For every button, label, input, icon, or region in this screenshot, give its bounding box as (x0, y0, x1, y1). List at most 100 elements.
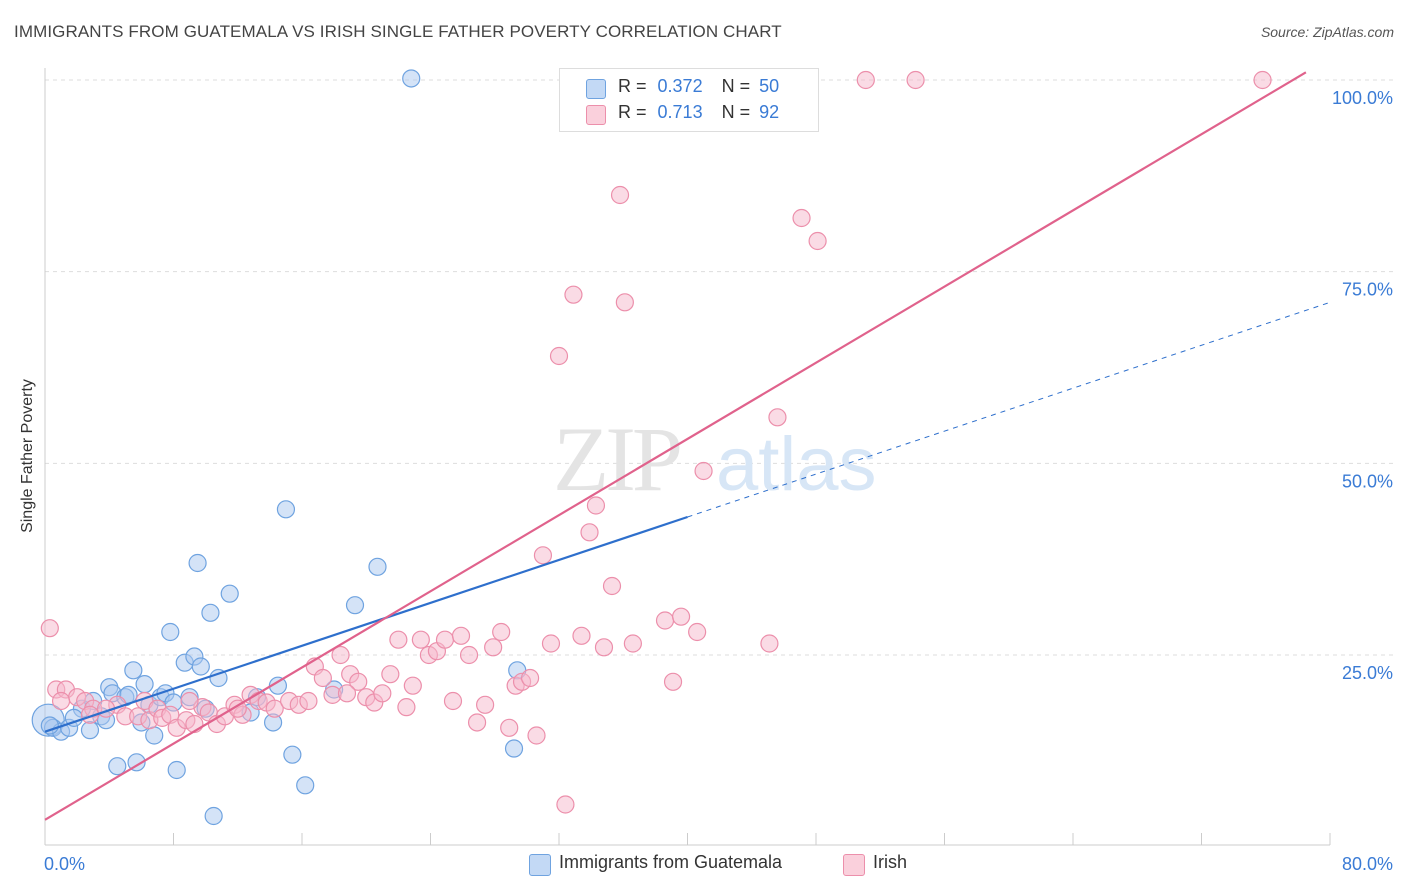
point-irish (541, 634, 561, 653)
point-irish (397, 698, 416, 717)
point-guatemala (167, 760, 186, 780)
legend-r-value: 0.713 (657, 102, 703, 122)
grid (45, 79, 1395, 656)
watermark: ZIP atlas (553, 408, 877, 510)
point-guatemala (40, 716, 59, 735)
point-irish (40, 619, 59, 638)
point-irish (500, 718, 519, 737)
point-guatemala (402, 69, 421, 88)
point-guatemala (504, 739, 524, 758)
point-irish (694, 461, 713, 481)
point-irish (671, 607, 691, 626)
point-irish (610, 185, 630, 205)
point-irish (331, 645, 350, 665)
point-irish (492, 622, 511, 642)
trend-line-guatemala-extension (687, 301, 1331, 518)
point-guatemala (161, 622, 180, 642)
point-irish (572, 626, 591, 645)
x-tick-label: 0.0% (44, 854, 85, 874)
point-guatemala (276, 500, 296, 519)
point-irish (180, 691, 199, 711)
source-label: Source: ZipAtlas.com (1260, 24, 1394, 40)
point-guatemala (204, 806, 223, 826)
point-irish (533, 546, 553, 565)
point-irish (467, 713, 487, 732)
point-irish (459, 645, 479, 665)
point-irish (1253, 70, 1272, 90)
point-irish (768, 408, 787, 427)
point-irish (556, 795, 575, 814)
point-guatemala (108, 757, 127, 776)
y-tick-label: 50.0% (1342, 471, 1393, 491)
point-guatemala (188, 553, 207, 573)
point-irish (443, 691, 463, 711)
point-irish (381, 665, 400, 684)
points (31, 69, 1272, 826)
point-guatemala (191, 657, 210, 676)
trend-line-irish (44, 71, 1307, 821)
y-tick-label: 75.0% (1342, 280, 1393, 300)
point-guatemala (296, 776, 315, 795)
trend-line-guatemala (44, 515, 688, 733)
point-irish (906, 70, 925, 90)
point-irish (411, 630, 430, 649)
point-irish (349, 672, 368, 691)
legend-swatch-irish (586, 105, 606, 125)
stats-legend: R = 0.372 N = 50 R = 0.713 N = 92 (559, 68, 819, 132)
legend-n-label: N = (721, 102, 751, 122)
point-guatemala (283, 745, 302, 764)
point-irish (373, 684, 392, 703)
point-irish (792, 208, 811, 228)
watermark-zip: ZIP (553, 408, 680, 510)
bottom-legend-swatch-irish (843, 854, 865, 876)
point-irish (564, 285, 583, 304)
legend-r-label: R = (618, 76, 647, 96)
bottom-legend-label-irish: Irish (873, 852, 908, 872)
point-irish (615, 293, 634, 312)
point-guatemala (135, 675, 154, 694)
point-guatemala (220, 584, 239, 603)
y-tick-label: 25.0% (1342, 663, 1393, 683)
y-axis-label: Single Father Poverty (19, 379, 36, 533)
x-tick-label: 80.0% (1342, 854, 1393, 874)
legend-n-value: 50 (759, 76, 780, 96)
legend-r-label: R = (618, 102, 647, 122)
point-irish (623, 634, 642, 653)
watermark-atlas: atlas (716, 422, 877, 507)
point-irish (228, 699, 247, 718)
legend-n-label: N = (721, 76, 751, 96)
point-irish (527, 726, 546, 745)
chart-title: IMMIGRANTS FROM GUATEMALA VS IRISH SINGL… (14, 22, 782, 41)
point-guatemala (345, 596, 365, 615)
bottom-legend-label-guatemala: Immigrants from Guatemala (559, 852, 783, 872)
point-guatemala (209, 668, 228, 688)
point-irish (760, 634, 779, 653)
point-irish (435, 630, 455, 649)
point-irish (389, 630, 408, 649)
bottom-legend-swatch-guatemala (529, 854, 551, 876)
point-irish (51, 691, 71, 711)
point-guatemala (145, 726, 164, 745)
point-irish (663, 672, 683, 691)
point-guatemala (127, 753, 146, 772)
point-guatemala (80, 721, 100, 740)
point-irish (580, 523, 599, 542)
legend-swatch-guatemala (586, 79, 606, 99)
point-irish (451, 626, 471, 645)
point-irish (586, 496, 606, 515)
point-irish (549, 346, 569, 366)
point-irish (337, 684, 357, 703)
y-tick-label: 100.0% (1332, 88, 1393, 108)
point-irish (265, 699, 284, 718)
point-irish (602, 576, 622, 596)
point-irish (484, 638, 503, 657)
point-irish (655, 611, 675, 630)
point-irish (476, 695, 495, 714)
axes (44, 68, 1331, 846)
point-guatemala (201, 603, 220, 622)
point-irish (594, 638, 614, 657)
point-irish (520, 668, 540, 688)
point-irish (299, 691, 318, 711)
point-irish (313, 668, 332, 688)
